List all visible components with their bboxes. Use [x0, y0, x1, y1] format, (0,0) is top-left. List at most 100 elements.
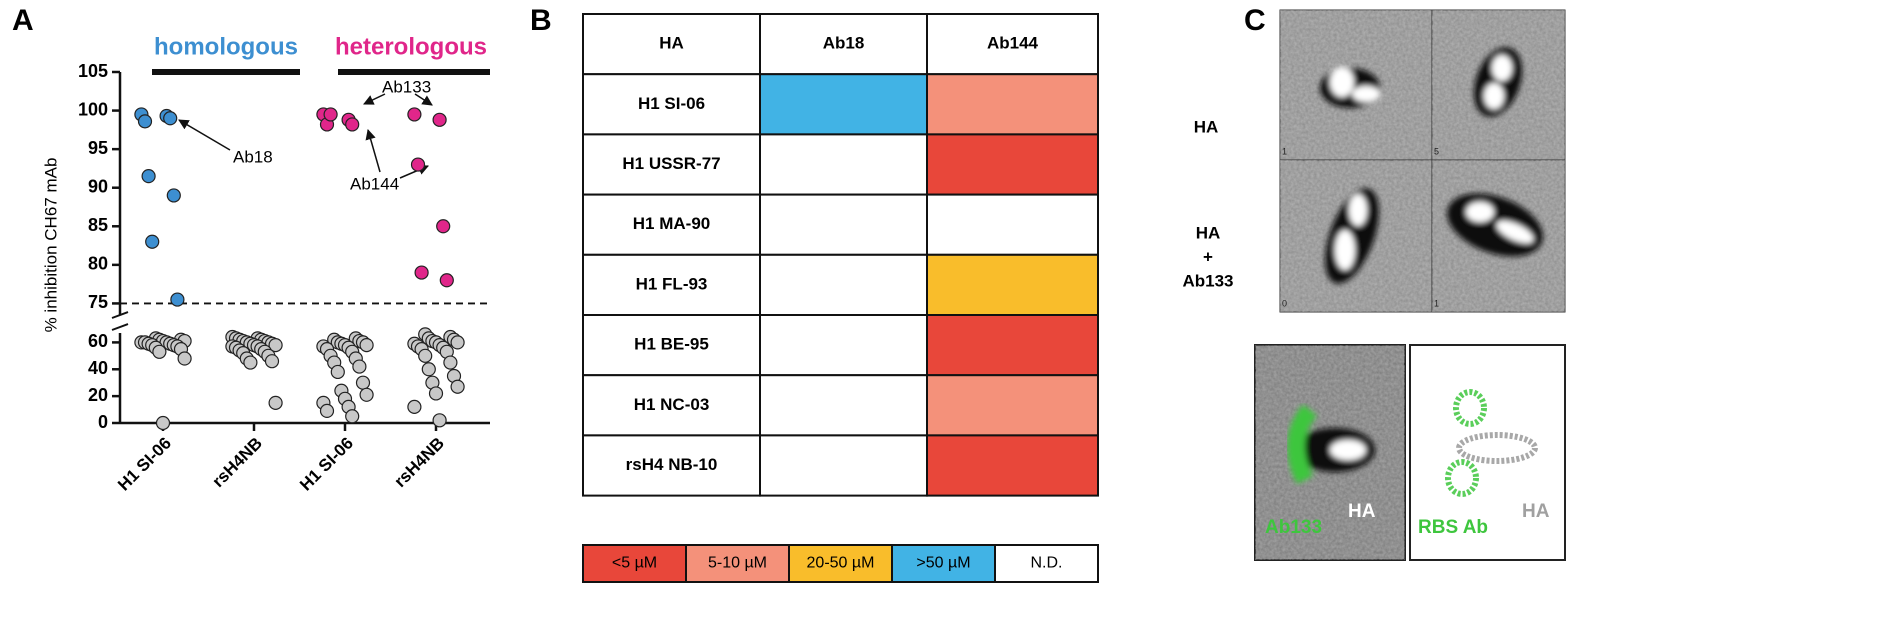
x-tick-label: rsH4NB [390, 434, 448, 492]
potency-cell [759, 73, 928, 136]
data-point [155, 415, 171, 431]
panel-letter: C [1244, 4, 1266, 37]
panel-letter: A [12, 4, 34, 37]
data-point [243, 355, 258, 370]
overlay-label: RBS Ab [1418, 517, 1488, 538]
legend-label: N.D. [1031, 555, 1063, 572]
annotation-arrow [363, 93, 386, 105]
potency-cell [926, 314, 1099, 377]
legend-swatch [582, 544, 687, 583]
row-header: H1 BE-95 [634, 335, 709, 354]
panel-a: % inhibition CH67 mAb Ab18 Ab133 Ab144 [41, 69, 490, 332]
overlay-label: HA [1348, 501, 1376, 522]
row-header: H1 MA-90 [633, 214, 710, 233]
group-label: heterologous [335, 33, 487, 60]
row-header: rsH4 NB-10 [626, 455, 718, 474]
row-header: H1 FL-93 [636, 274, 708, 293]
data-point [432, 112, 447, 127]
legend-label: <5 µM [612, 555, 657, 572]
data-point [414, 265, 429, 280]
annotation-arrow [178, 119, 231, 151]
row-header-cell [582, 374, 761, 437]
panel-letter: B [530, 4, 552, 37]
row-label: HA [1194, 117, 1219, 136]
potency-cell [926, 374, 1099, 437]
em-image [1431, 159, 1566, 313]
frame-number: 0 [1282, 298, 1287, 308]
y-tick-label: 90 [88, 176, 108, 196]
potency-cell [926, 193, 1099, 256]
column-header: Ab144 [987, 34, 1039, 53]
column-header: Ab18 [823, 34, 865, 53]
group-label: homologous [154, 33, 298, 60]
legend-swatch [994, 544, 1099, 583]
annotation: Ab18 [233, 147, 273, 166]
em-image [1431, 9, 1566, 161]
y-tick-label: 0 [98, 412, 108, 432]
potency-cell [759, 374, 928, 437]
data-point [163, 111, 178, 126]
annotation-arrow [365, 128, 381, 173]
data-point [177, 351, 192, 366]
data-point [439, 273, 454, 288]
annotation: Ab133 [382, 77, 431, 96]
data-point [450, 335, 465, 350]
y-tick-label: 75 [88, 292, 108, 312]
data-point [323, 107, 338, 122]
data-point [319, 403, 335, 419]
data-point [418, 348, 433, 363]
potency-cell [759, 253, 928, 317]
y-tick-label: 105 [78, 61, 108, 81]
data-point [355, 375, 371, 390]
data-point [407, 399, 422, 414]
data-point [443, 355, 458, 370]
data-point [450, 379, 465, 394]
row-header-cell [582, 193, 761, 256]
data-point [141, 169, 156, 184]
row-label: HA [1196, 223, 1221, 242]
data-point [410, 157, 426, 172]
data-point [166, 188, 181, 203]
legend-swatch [891, 544, 996, 583]
x-tick-label: rsH4NB [208, 434, 266, 492]
axis-break [111, 323, 129, 331]
row-label: + [1203, 247, 1213, 266]
potency-cell [759, 434, 928, 497]
y-tick-label: 85 [88, 215, 108, 235]
frame-number: 5 [1434, 146, 1439, 156]
header-cell [926, 13, 1099, 76]
model-image [1409, 344, 1566, 561]
annotation: Ab144 [350, 174, 399, 193]
data-point [428, 386, 444, 401]
frame-number: 1 [1434, 298, 1439, 308]
data-point [268, 337, 283, 353]
data-point [407, 107, 422, 122]
frame-number: 1 [1282, 146, 1287, 156]
x-tick-label: H1 SI-06 [114, 434, 175, 495]
em-image [1279, 159, 1433, 313]
data-point [359, 337, 374, 353]
legend-label: >50 µM [916, 555, 970, 572]
potency-cell [926, 133, 1099, 196]
data-point [359, 387, 374, 402]
potency-cell [759, 133, 928, 196]
potency-cell [759, 193, 928, 256]
row-header: H1 NC-03 [634, 395, 710, 414]
panel-c [1254, 9, 1566, 561]
annotation-arrow [414, 93, 433, 106]
potency-cell [926, 73, 1099, 136]
potency-cell [926, 434, 1099, 497]
row-header: H1 SI-06 [638, 94, 705, 113]
data-point [352, 359, 367, 374]
y-tick-label: 20 [88, 385, 108, 405]
row-header-cell [582, 434, 761, 497]
potency-cell [926, 253, 1099, 317]
potency-cell [759, 314, 928, 377]
data-point [345, 409, 360, 424]
legend-label: 20-50 µM [807, 555, 875, 572]
column-header: HA [659, 34, 684, 53]
data-point [170, 292, 185, 307]
y-tick-label: 80 [88, 254, 108, 274]
